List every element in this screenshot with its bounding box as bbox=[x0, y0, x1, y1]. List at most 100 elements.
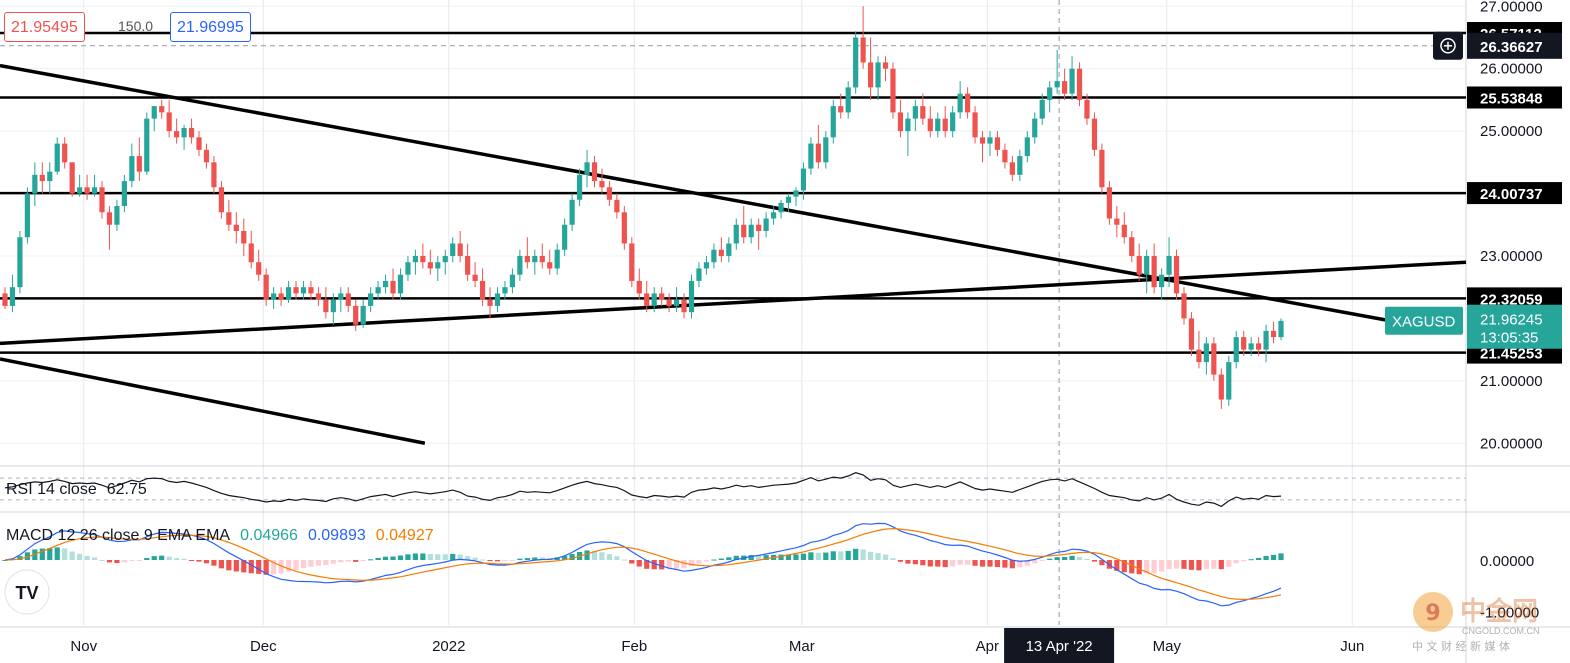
bid-price-box[interactable]: 21.95495 bbox=[4, 12, 85, 42]
candle-body bbox=[159, 106, 165, 113]
plus-circle-icon bbox=[1440, 38, 1456, 54]
candle-body bbox=[24, 193, 30, 238]
macd-histogram-bar bbox=[1226, 560, 1232, 567]
candle-body bbox=[69, 162, 75, 194]
candle-body bbox=[778, 202, 784, 213]
macd-histogram-bar bbox=[24, 552, 30, 560]
candle-body bbox=[815, 143, 821, 163]
macd-histogram-bar bbox=[778, 554, 784, 560]
macd-histogram-bar bbox=[524, 558, 530, 560]
candle-body bbox=[711, 249, 717, 263]
candle-body bbox=[99, 187, 105, 213]
candle-body bbox=[696, 268, 702, 281]
macd-histogram-bar bbox=[987, 560, 993, 567]
macd-histogram-bar bbox=[785, 554, 792, 560]
candle-body bbox=[1069, 68, 1075, 94]
symbol-tag bbox=[1385, 306, 1463, 335]
macd-histogram-bar bbox=[427, 553, 433, 560]
candle-body bbox=[584, 162, 590, 175]
candle-body bbox=[427, 262, 433, 269]
macd-histogram-bar bbox=[1032, 560, 1038, 564]
candle-body bbox=[420, 255, 426, 263]
candle-body bbox=[129, 156, 135, 182]
macd-histogram-bar bbox=[681, 560, 687, 569]
macd-histogram-bar bbox=[487, 560, 493, 562]
trendlines[interactable] bbox=[0, 63, 1467, 445]
candle-body bbox=[785, 196, 792, 203]
candle-body bbox=[136, 156, 142, 172]
macd-histogram-bar bbox=[912, 560, 918, 565]
candle-body bbox=[181, 127, 187, 138]
macd-histogram-bar bbox=[651, 560, 657, 570]
candle-body bbox=[651, 293, 657, 306]
candle-body bbox=[278, 293, 284, 300]
candle-body bbox=[1166, 255, 1172, 275]
macd-histogram-bar bbox=[957, 560, 963, 565]
candle-body bbox=[330, 299, 336, 313]
candle-body bbox=[241, 231, 247, 244]
candle-body bbox=[457, 243, 463, 256]
macd-histogram-bar bbox=[1159, 560, 1165, 572]
candle-body bbox=[763, 218, 769, 231]
macd-histogram-bar bbox=[300, 560, 307, 569]
candle-body bbox=[1032, 118, 1038, 138]
cngold-logo-icon bbox=[1413, 592, 1453, 632]
macd-histogram-bar bbox=[285, 560, 292, 572]
level-price-tag bbox=[1467, 182, 1562, 205]
candle-body bbox=[248, 243, 254, 263]
candle-body bbox=[405, 262, 411, 275]
macd-histogram-bar bbox=[188, 560, 195, 561]
candle-body bbox=[1211, 343, 1217, 375]
rsi-legend[interactable]: RSI 14 close 62.75 bbox=[6, 481, 147, 499]
candle-body bbox=[838, 106, 844, 113]
candle-body bbox=[188, 127, 195, 138]
candle-body bbox=[927, 118, 933, 132]
macd-histogram-bar bbox=[815, 552, 821, 560]
macd-histogram-bar bbox=[569, 554, 575, 560]
macd-histogram-bar bbox=[1076, 556, 1083, 560]
macd-histogram-bar bbox=[673, 560, 680, 569]
macd-histogram-bar bbox=[114, 560, 120, 564]
macd-histogram-bar bbox=[144, 558, 150, 560]
candle-body bbox=[920, 106, 926, 119]
macd-histogram-bar bbox=[1024, 560, 1030, 566]
macd-histogram-bar bbox=[218, 560, 224, 569]
watermark-tagline: 中 文 财 经 新 媒 体 bbox=[1412, 639, 1510, 653]
time-axis[interactable]: Nov Dec 2022 Feb Mar Apr May Jun 13 Apr '22 bbox=[70, 628, 1364, 663]
macd-histogram-bar bbox=[345, 560, 351, 562]
candle-body bbox=[151, 106, 157, 119]
macd-histogram-bar bbox=[323, 560, 329, 566]
price-axis[interactable]: 27.00000 26.00000 25.00000 23.00000 21.00000… bbox=[1385, 0, 1562, 622]
macd-histogram-bar bbox=[1203, 560, 1209, 569]
macd-histogram-bar bbox=[233, 560, 239, 572]
macd-histogram-bar bbox=[91, 557, 98, 560]
candle-body bbox=[121, 181, 127, 207]
macd-histogram-bar bbox=[972, 560, 978, 566]
macd-histogram-bar bbox=[614, 556, 620, 560]
macd-histogram-bar bbox=[129, 560, 135, 561]
macd-histogram-bar bbox=[711, 559, 717, 561]
macd-histogram-bar bbox=[159, 555, 165, 560]
macd-histogram-bar bbox=[860, 549, 866, 560]
macd-label: MACD 12 26 close 9 EMA EMA bbox=[6, 527, 231, 544]
macd-histogram-bar bbox=[211, 560, 217, 566]
candle-body bbox=[733, 224, 739, 244]
macd-histogram-bar bbox=[830, 551, 836, 560]
macd-legend[interactable]: MACD 12 26 close 9 EMA EMA 0.04966 0.09893… bbox=[6, 527, 434, 545]
macd-histogram-bar bbox=[315, 560, 322, 566]
candle-body bbox=[741, 224, 747, 238]
macd-histogram-bar bbox=[994, 560, 1001, 568]
macd-line bbox=[4, 522, 1282, 607]
candle-body bbox=[106, 212, 113, 225]
macd-histogram-bar bbox=[599, 552, 605, 560]
crosshair-price-label: 26.36627 bbox=[1480, 39, 1543, 56]
macd-histogram-bar bbox=[1278, 553, 1284, 560]
macd-histogram-bar bbox=[591, 551, 598, 560]
macd-histogram-bar bbox=[166, 556, 172, 560]
candle-body bbox=[1196, 349, 1202, 363]
candle-body bbox=[91, 187, 98, 194]
candle-body bbox=[703, 262, 710, 269]
ask-price-box[interactable]: 21.96995 bbox=[170, 12, 251, 42]
candle-body bbox=[509, 274, 516, 288]
